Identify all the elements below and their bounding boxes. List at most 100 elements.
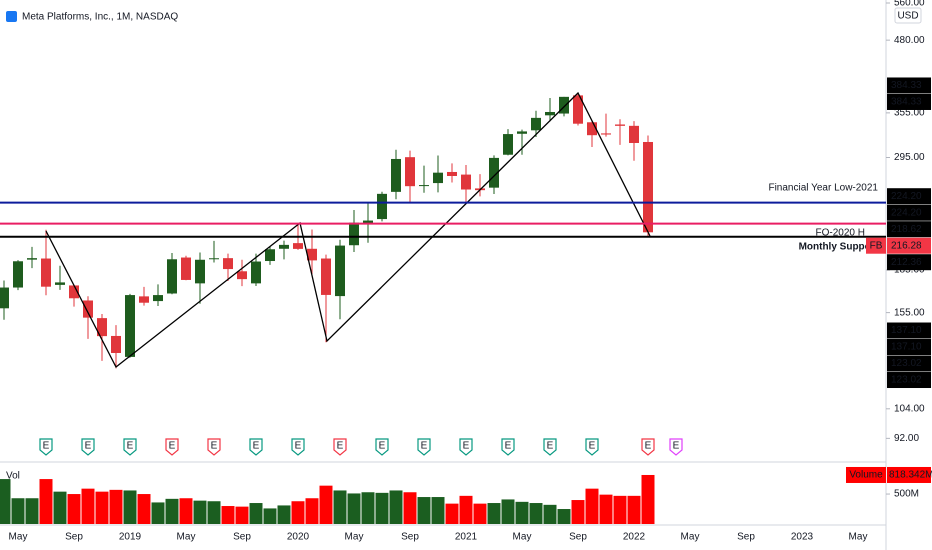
price-tag-label: 218.62 <box>891 224 922 235</box>
candle-body <box>391 158 401 192</box>
candle-body <box>153 295 163 302</box>
candle-body <box>209 258 219 260</box>
price-tag-label: 123.02 <box>891 375 922 386</box>
x-tick-label: May <box>849 532 868 543</box>
candle-body <box>377 193 387 220</box>
earnings-badge[interactable] <box>669 438 683 456</box>
volume-bar <box>109 489 123 524</box>
volume-bar <box>319 485 333 524</box>
volume-bar <box>417 497 431 524</box>
candle-body <box>335 245 345 297</box>
candle-body <box>307 248 317 261</box>
volume-bar <box>361 492 375 524</box>
y-tick-label: 295.00 <box>894 152 925 163</box>
candle-body <box>237 271 247 280</box>
earnings-label: E <box>463 441 470 452</box>
volume-bar <box>207 501 221 524</box>
price-tag <box>887 355 931 372</box>
candle-body <box>587 122 597 136</box>
earnings-label: E <box>645 441 652 452</box>
y-tick-label: 155.00 <box>894 307 925 318</box>
price-tag <box>887 221 931 238</box>
earnings-label: E <box>211 441 218 452</box>
volume-bar <box>459 495 473 524</box>
earnings-badge[interactable] <box>207 438 221 456</box>
earnings-label: E <box>379 441 386 452</box>
volume-bar <box>0 479 11 524</box>
price-tag-label: 123.02 <box>891 358 922 369</box>
volume-bar <box>39 479 53 524</box>
volume-bar <box>263 508 277 524</box>
price-tag <box>887 77 931 94</box>
volume-bar <box>81 488 95 524</box>
candle-body <box>125 295 135 357</box>
candle-body <box>293 243 303 249</box>
earnings-badge[interactable] <box>501 438 515 456</box>
price-tag-label: 212.36 <box>891 257 922 268</box>
volume-bar <box>501 499 515 524</box>
level-label: Monthly Support <box>799 241 879 252</box>
earnings-badge[interactable] <box>249 438 263 456</box>
volume-name: Volume <box>849 470 883 481</box>
candle-body <box>517 131 527 134</box>
earnings-badge[interactable] <box>417 438 431 456</box>
earnings-badge[interactable] <box>333 438 347 456</box>
volume-label: Vol <box>6 471 20 482</box>
level-label: FO-2020 H <box>816 227 865 238</box>
candle-body <box>265 249 275 262</box>
currency-box[interactable] <box>894 7 922 24</box>
earnings-badge[interactable] <box>291 438 305 456</box>
price-tag <box>887 188 931 205</box>
volume-bar <box>221 506 235 524</box>
earnings-badge[interactable] <box>585 438 599 456</box>
level-label: Financial Year Low-2021 <box>768 182 878 193</box>
x-tick-label: 2022 <box>623 532 646 543</box>
earnings-label: E <box>43 441 50 452</box>
earnings-badge[interactable] <box>375 438 389 456</box>
earnings-label: E <box>127 441 134 452</box>
x-tick-label: Sep <box>233 532 251 543</box>
volume-bar <box>53 491 67 524</box>
price-tag <box>887 322 931 339</box>
price-tag-label: 137.10 <box>891 342 922 353</box>
x-tick-label: Sep <box>569 532 587 543</box>
candle-body <box>531 117 541 131</box>
earnings-badge[interactable] <box>123 438 137 456</box>
candle-body <box>601 133 611 135</box>
candle-body <box>27 258 37 260</box>
x-tick-label: 2023 <box>791 532 814 543</box>
candle-body <box>643 141 653 233</box>
candle-body <box>83 300 93 318</box>
price-tag <box>887 204 931 221</box>
y-tick-label: 480.00 <box>894 35 925 46</box>
earnings-badge[interactable] <box>543 438 557 456</box>
volume-bar <box>487 503 501 524</box>
candle-body <box>41 258 51 287</box>
earnings-badge[interactable] <box>81 438 95 456</box>
candle-body <box>321 258 331 295</box>
volume-bar <box>179 498 193 524</box>
volume-tick-label: 500M <box>894 489 919 500</box>
volume-name-tag <box>846 466 886 483</box>
candle-body <box>13 261 23 288</box>
earnings-badge[interactable] <box>459 438 473 456</box>
volume-bar <box>375 492 389 524</box>
earnings-badge[interactable] <box>641 438 655 456</box>
x-tick-label: May <box>9 532 28 543</box>
earnings-badge[interactable] <box>39 438 53 456</box>
volume-bar <box>347 493 361 524</box>
x-tick-label: May <box>345 532 364 543</box>
earnings-label: E <box>673 441 680 452</box>
candle-body <box>629 125 639 143</box>
volume-bar <box>25 498 39 524</box>
volume-bar <box>193 500 207 524</box>
volume-bar <box>67 494 81 524</box>
symbol-icon <box>6 11 17 22</box>
volume-tag-label: 818.342M <box>889 470 932 481</box>
x-tick-label: Sep <box>65 532 83 543</box>
x-tick-label: Sep <box>401 532 419 543</box>
price-tag-label: 224.20 <box>891 207 922 218</box>
earnings-badge[interactable] <box>165 438 179 456</box>
volume-bar <box>627 495 641 524</box>
